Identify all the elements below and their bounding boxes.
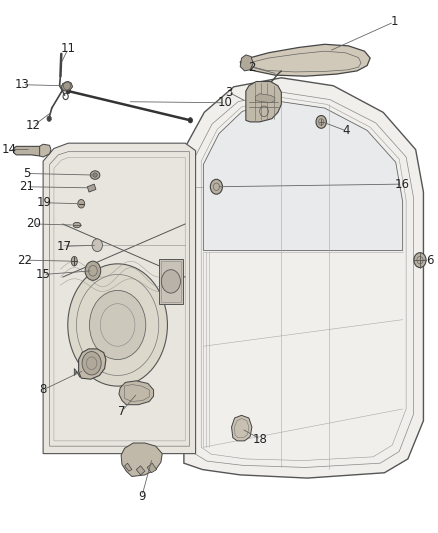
Polygon shape [147,463,157,473]
Circle shape [78,199,85,208]
Polygon shape [121,443,162,477]
Polygon shape [136,466,145,475]
Text: 22: 22 [18,254,32,266]
Text: 16: 16 [395,177,410,191]
Circle shape [210,179,223,194]
Text: 17: 17 [57,240,71,253]
Polygon shape [61,82,73,91]
Ellipse shape [73,222,81,228]
Circle shape [161,270,180,293]
Text: 19: 19 [36,196,52,209]
Text: 14: 14 [2,143,17,156]
Ellipse shape [90,171,100,179]
Text: 3: 3 [225,86,232,99]
Circle shape [89,290,146,360]
Polygon shape [14,147,43,156]
Polygon shape [240,55,253,71]
Text: 20: 20 [26,217,41,230]
Text: 10: 10 [218,96,233,109]
Polygon shape [232,415,252,441]
Text: 11: 11 [61,42,76,55]
Polygon shape [255,94,275,103]
Circle shape [316,116,326,128]
Text: 9: 9 [138,490,145,503]
Polygon shape [184,78,424,478]
Polygon shape [87,184,96,192]
Circle shape [85,261,101,280]
Text: 18: 18 [253,433,268,446]
Text: 12: 12 [26,119,41,132]
Circle shape [68,264,167,386]
Circle shape [66,88,71,94]
Circle shape [82,352,101,375]
Polygon shape [240,44,370,76]
Polygon shape [79,349,106,379]
Circle shape [188,118,193,123]
Ellipse shape [71,256,78,266]
Circle shape [47,116,51,122]
Text: 21: 21 [19,180,34,193]
Bar [159,259,183,304]
Text: 5: 5 [23,167,30,180]
Polygon shape [246,82,281,122]
Polygon shape [74,368,77,375]
Bar [161,261,181,302]
Text: 6: 6 [426,254,433,266]
Circle shape [414,253,426,268]
Circle shape [92,239,102,252]
Text: 4: 4 [343,124,350,138]
Text: 7: 7 [118,405,126,417]
Text: 15: 15 [35,268,50,281]
Polygon shape [203,102,403,251]
Text: 8: 8 [39,383,47,397]
Polygon shape [119,381,154,405]
Polygon shape [40,144,51,157]
Text: 13: 13 [15,78,30,91]
Text: 2: 2 [248,61,256,74]
Ellipse shape [93,173,97,177]
Polygon shape [43,143,196,454]
Polygon shape [124,463,132,471]
Text: 1: 1 [390,15,398,28]
